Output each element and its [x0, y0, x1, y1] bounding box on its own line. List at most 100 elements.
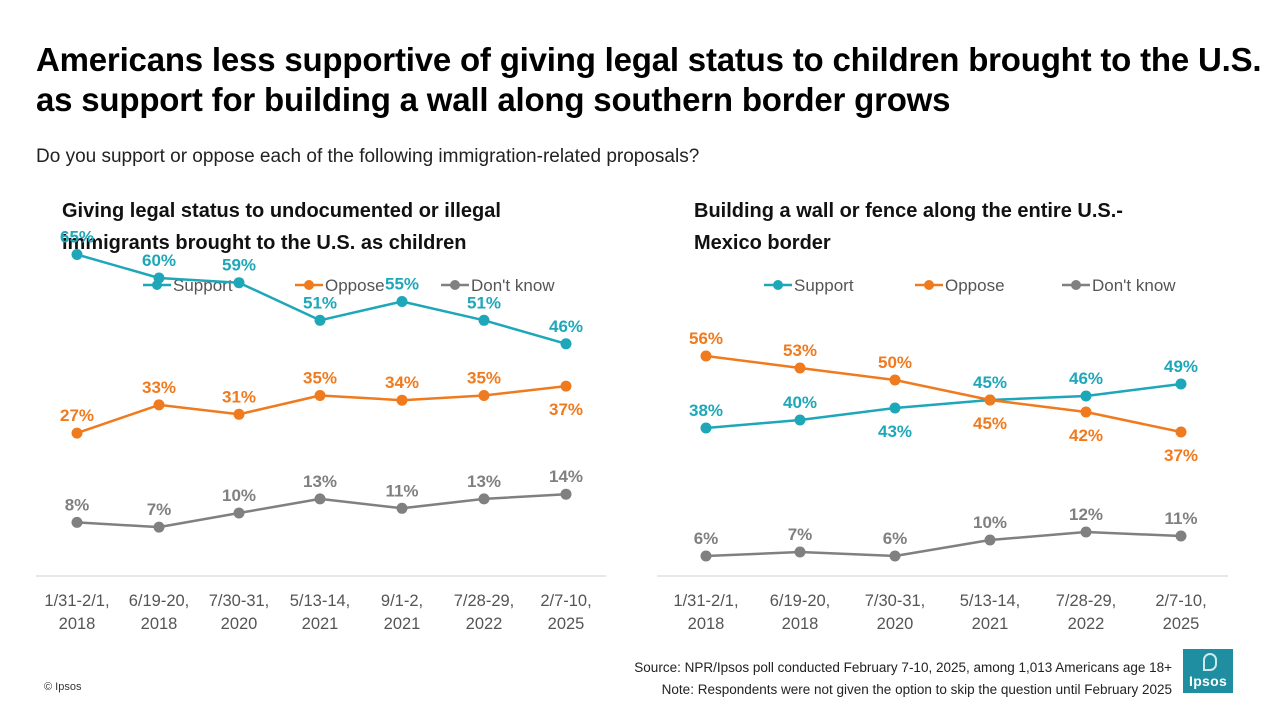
chart-border-wall: Building a wall or fence along the entir… — [657, 200, 1228, 633]
left-point-don-t-know-5 — [396, 502, 408, 514]
chart-legal-status: Giving legal status to undocumented or i… — [36, 200, 606, 633]
right-legend-marker-don-t-know — [1071, 280, 1081, 290]
source-block: Source: NPR/Ipsos poll conducted Februar… — [634, 657, 1172, 701]
left-legend-marker-oppose — [304, 280, 314, 290]
right-x-tick-label-3-line-2: 2020 — [877, 615, 914, 633]
left-x-tick-label-6-line-2: 2022 — [466, 615, 503, 633]
left-data-label-support-7: 46% — [549, 317, 583, 336]
left-point-don-t-know-7 — [560, 488, 572, 500]
right-point-support-3 — [889, 402, 901, 414]
left-chart-title-line-2: immigrants brought to the U.S. as childr… — [62, 232, 466, 254]
right-legend-marker-support — [773, 280, 783, 290]
right-data-label-oppose-3: 50% — [878, 353, 912, 372]
right-x-tick-label-3-line-1: 7/30-31, — [865, 592, 926, 610]
left-x-tick-label-3: 7/30-31, 2020 — [209, 592, 270, 633]
right-data-label-support-6: 49% — [1164, 357, 1198, 376]
left-data-label-don-t-know-4: 13% — [303, 472, 337, 491]
right-data-label-don-t-know-5: 12% — [1069, 505, 1103, 524]
right-x-tick-label-2-line-1: 6/19-20, — [770, 592, 831, 610]
right-x-tick-label-4: 5/13-14, 2021 — [960, 592, 1021, 633]
right-x-tick-label-6-line-1: 2/7-10, — [1155, 592, 1206, 610]
left-point-support-3 — [233, 277, 245, 289]
right-point-oppose-5 — [1080, 406, 1092, 418]
left-x-tick-label-1: 1/31-2/1, 2018 — [44, 592, 109, 633]
ipsos-logo-mark — [1203, 653, 1217, 671]
right-series-line-oppose — [705, 354, 1182, 434]
left-x-tick-label-7-line-2: 2025 — [548, 615, 585, 633]
left-point-don-t-know-1 — [71, 516, 83, 528]
right-data-label-support-3: 43% — [878, 422, 912, 441]
left-point-oppose-5 — [396, 394, 408, 406]
right-chart-title-line-1: Building a wall or fence along the entir… — [694, 200, 1123, 222]
left-point-don-t-know-3 — [233, 507, 245, 519]
left-x-tick-label-5-line-2: 2021 — [384, 615, 421, 633]
left-data-label-support-1: 65% — [60, 228, 94, 247]
right-point-support-1 — [700, 422, 712, 434]
left-data-label-oppose-7: 37% — [549, 400, 583, 419]
left-x-tick-label-2-line-1: 6/19-20, — [129, 592, 190, 610]
right-point-oppose-4 — [984, 394, 996, 406]
left-point-oppose-3 — [233, 408, 245, 420]
page-subtitle: Do you support or oppose each of the fol… — [36, 146, 700, 167]
right-point-don-t-know-4 — [984, 534, 996, 546]
note-text: Note: Respondents were not given the opt… — [661, 682, 1172, 697]
left-x-tick-label-5: 9/1-2, 2021 — [381, 592, 423, 633]
left-data-label-oppose-3: 31% — [222, 387, 256, 406]
right-point-oppose-6 — [1175, 426, 1187, 438]
left-point-oppose-7 — [560, 380, 572, 392]
right-series-line-don-t-know — [705, 530, 1182, 558]
right-legend-label-don-t-know: Don't know — [1092, 276, 1176, 295]
right-point-don-t-know-1 — [700, 550, 712, 562]
left-x-tick-label-4-line-1: 5/13-14, — [290, 592, 351, 610]
left-point-support-7 — [560, 338, 572, 350]
right-chart-title-line-2: Mexico border — [694, 232, 831, 254]
right-data-label-don-t-know-2: 7% — [788, 525, 813, 544]
ipsos-logo: Ipsos — [1183, 649, 1233, 693]
right-point-oppose-2 — [794, 362, 806, 374]
right-x-tick-label-2: 6/19-20, 2018 — [770, 592, 831, 633]
left-legend-label-don-t-know: Don't know — [471, 276, 555, 295]
right-data-label-don-t-know-6: 11% — [1164, 509, 1197, 528]
right-point-don-t-know-2 — [794, 546, 806, 558]
left-point-support-5 — [396, 296, 408, 307]
left-x-tick-label-2: 6/19-20, 2018 — [129, 592, 190, 633]
right-point-don-t-know-3 — [889, 550, 901, 562]
left-x-tick-label-6-line-1: 7/28-29, — [454, 592, 515, 610]
right-data-label-don-t-know-3: 6% — [883, 529, 908, 548]
right-point-support-2 — [794, 414, 806, 426]
right-x-tick-label-1: 1/31-2/1, 2018 — [673, 592, 738, 633]
left-point-support-6 — [478, 314, 490, 326]
left-x-tick-label-7-line-1: 2/7-10, — [540, 592, 591, 610]
page-title: Americans less supportive of giving lega… — [36, 41, 1262, 118]
left-x-tick-label-5-line-1: 9/1-2, — [381, 592, 423, 610]
left-x-tick-label-1-line-2: 2018 — [59, 615, 96, 633]
right-point-support-6 — [1175, 378, 1187, 390]
left-data-label-support-2: 60% — [142, 251, 176, 270]
left-point-oppose-2 — [153, 399, 165, 411]
left-point-support-4 — [314, 314, 326, 326]
right-data-label-oppose-6: 37% — [1164, 446, 1198, 465]
left-point-oppose-4 — [314, 390, 326, 401]
left-point-don-t-know-6 — [478, 493, 490, 505]
left-data-label-don-t-know-1: 8% — [65, 495, 90, 514]
left-x-tick-label-6: 7/28-29, 2022 — [454, 592, 515, 633]
right-data-label-support-5: 46% — [1069, 369, 1103, 388]
left-legend-marker-don-t-know — [450, 280, 460, 290]
copyright-text: © Ipsos — [44, 681, 82, 693]
right-data-label-oppose-1: 56% — [689, 329, 723, 348]
right-point-don-t-know-6 — [1175, 530, 1187, 542]
right-x-tick-label-4-line-2: 2021 — [972, 615, 1009, 633]
left-data-label-don-t-know-7: 14% — [549, 467, 583, 486]
left-data-label-don-t-know-6: 13% — [467, 472, 501, 491]
left-point-don-t-know-2 — [153, 521, 165, 533]
left-chart-title-line-1: Giving legal status to undocumented or i… — [62, 200, 501, 222]
left-data-label-oppose-4: 35% — [303, 369, 337, 388]
left-data-label-support-4: 51% — [303, 293, 337, 312]
left-data-label-oppose-1: 27% — [60, 406, 94, 425]
right-x-tick-label-2-line-2: 2018 — [782, 615, 819, 633]
left-x-tick-label-4: 5/13-14, 2021 — [290, 592, 351, 633]
left-data-label-don-t-know-2: 7% — [147, 500, 172, 519]
right-data-label-don-t-know-1: 6% — [694, 529, 719, 548]
right-series-line-support — [705, 382, 1182, 430]
right-data-label-oppose-4: 45% — [973, 414, 1007, 433]
